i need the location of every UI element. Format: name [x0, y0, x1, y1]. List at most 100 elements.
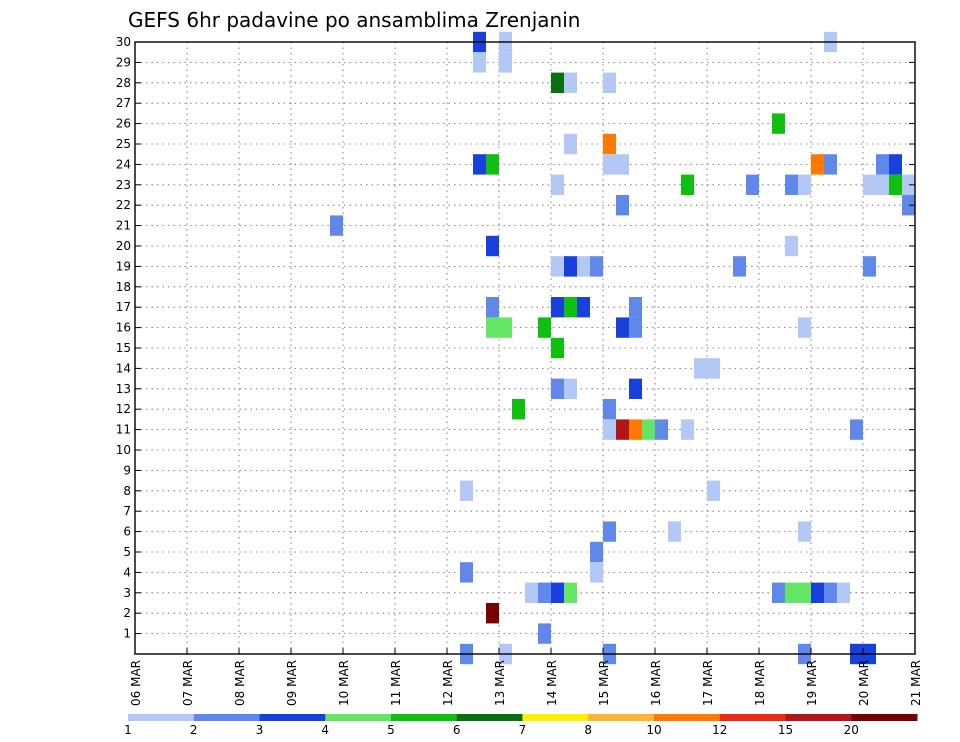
legend-label: 12: [712, 723, 727, 737]
ensemble-cell: [486, 317, 499, 338]
ensemble-cell: [499, 52, 512, 73]
y-tick-label: 26: [116, 117, 131, 131]
ensemble-cell: [681, 174, 694, 195]
y-tick-label: 27: [116, 96, 131, 110]
legend-label: 3: [256, 723, 264, 737]
ensemble-cell: [785, 174, 798, 195]
y-tick-label: 29: [116, 55, 131, 69]
ensemble-cell: [785, 235, 798, 257]
ensemble-cell: [551, 582, 564, 603]
ensemble-cell: [603, 399, 616, 420]
ensemble-cell: [655, 419, 668, 440]
y-tick-label: 13: [116, 382, 131, 396]
ensemble-cell: [473, 154, 486, 175]
y-tick-label: 22: [116, 198, 131, 212]
ensemble-cell: [603, 72, 616, 93]
ensemble-cell: [551, 72, 564, 93]
ensemble-cell: [460, 480, 473, 501]
ensemble-cell: [798, 317, 811, 338]
legend-label: 7: [519, 723, 527, 737]
ensemble-cell: [512, 399, 525, 420]
y-tick-label: 23: [116, 178, 131, 192]
legend-label: 4: [321, 723, 329, 737]
x-tick-label: 12 MAR: [441, 660, 455, 706]
legend-swatch: [654, 714, 721, 721]
x-tick-label: 20 MAR: [857, 660, 871, 706]
ensemble-cell: [629, 297, 642, 318]
y-tick-label: 17: [116, 300, 131, 314]
x-tick-label: 08 MAR: [233, 660, 247, 706]
legend-label: 15: [778, 723, 793, 737]
legend-swatch: [325, 714, 392, 721]
x-tick-label: 06 MAR: [129, 660, 143, 706]
color-legend: 1 2 3 4 5 6 7 8 10 12 15 20: [124, 714, 918, 737]
legend-swatch: [588, 714, 655, 721]
legend-swatch: [851, 714, 918, 721]
ensemble-cell: [850, 419, 863, 440]
y-tick-label: 6: [123, 525, 131, 539]
legend-label: 8: [584, 723, 592, 737]
legend-label: 1: [124, 723, 132, 737]
ensemble-cell: [798, 174, 811, 195]
legend-swatch: [719, 714, 786, 721]
x-tick-label: 10 MAR: [337, 660, 351, 706]
ensemble-cell: [889, 154, 902, 175]
y-tick-label: 4: [123, 565, 131, 579]
y-tick-label: 10: [116, 443, 131, 457]
x-axis: 06 MAR 07 MAR 08 MAR 09 MAR 10 MAR 11 MAR 12 M…: [129, 648, 923, 706]
ensemble-cell: [551, 337, 564, 359]
ensemble-cell: [538, 317, 551, 338]
y-tick-label: 2: [123, 606, 131, 620]
y-tick-label: 7: [123, 504, 131, 518]
legend-label: 2: [190, 723, 198, 737]
ensemble-cell: [551, 378, 564, 399]
ensemble-cell: [564, 297, 577, 318]
x-tick-label: 11 MAR: [389, 660, 403, 706]
x-tick-label: 09 MAR: [285, 660, 299, 706]
legend-label: 6: [453, 723, 461, 737]
ensemble-cells: [330, 31, 915, 665]
legend-swatch: [128, 714, 195, 721]
ensemble-cell: [772, 582, 785, 603]
ensemble-cell: [733, 256, 746, 277]
ensemble-cell: [746, 174, 759, 195]
ensemble-cell: [616, 317, 629, 338]
ensemble-cell: [798, 521, 811, 542]
ensemble-cell: [863, 174, 876, 195]
ensemble-cell: [824, 582, 837, 603]
x-tick-label: 07 MAR: [181, 660, 195, 706]
x-tick-label: 19 MAR: [805, 660, 819, 706]
ensemble-cell: [564, 582, 577, 603]
ensemble-cell: [785, 582, 798, 603]
ensemble-cell: [590, 541, 603, 563]
grid-lines: [135, 41, 915, 654]
ensemble-cell: [876, 154, 889, 175]
ensemble-cell: [824, 154, 837, 175]
ensemble-cell: [902, 195, 915, 216]
y-tick-label: 20: [116, 239, 131, 253]
y-tick-label: 25: [116, 137, 131, 151]
ensemble-cell: [707, 358, 720, 379]
ensemble-cell: [486, 235, 499, 257]
legend-swatch: [193, 714, 260, 721]
ensemble-cell: [330, 215, 343, 236]
y-tick-label: 16: [116, 321, 131, 335]
x-tick-label: 13 MAR: [493, 660, 507, 706]
ensemble-cell: [538, 582, 551, 603]
ensemble-cell: [486, 297, 499, 318]
ensemble-cell: [668, 521, 681, 542]
ensemble-cell: [616, 154, 629, 175]
x-tick-label: 14 MAR: [545, 660, 559, 706]
ensemble-cell: [889, 174, 902, 195]
y-tick-label: 19: [116, 259, 131, 273]
ensemble-cell: [642, 419, 655, 440]
legend-swatch: [522, 714, 589, 721]
legend-label: 5: [387, 723, 395, 737]
ensemble-cell: [707, 480, 720, 501]
ensemble-cell: [603, 154, 616, 175]
x-tick-label: 15 MAR: [597, 660, 611, 706]
ensemble-cell: [577, 256, 590, 277]
ensemble-cell: [629, 378, 642, 399]
ensemble-cell: [564, 133, 577, 155]
ensemble-cell: [772, 113, 785, 134]
